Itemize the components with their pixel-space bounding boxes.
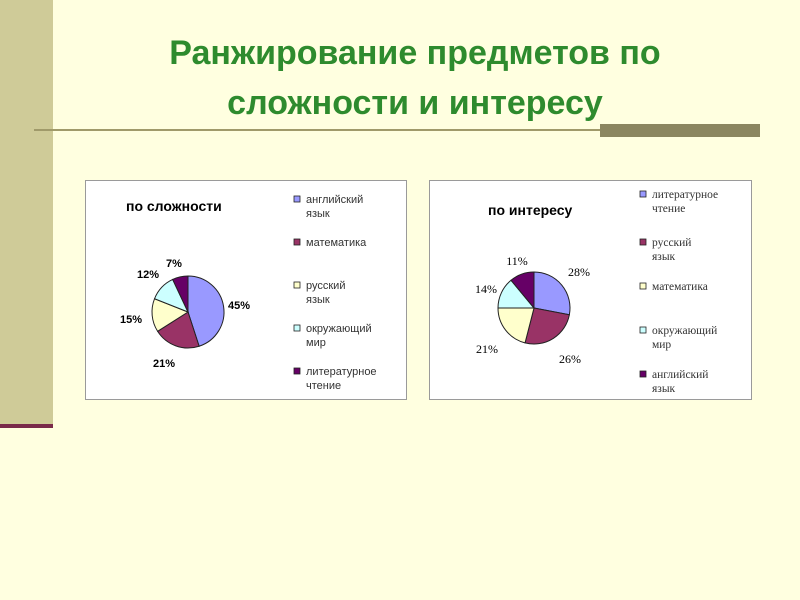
legend-entry-label: русский язык [652, 237, 691, 263]
legend-entry-label: окружающий мир [306, 323, 372, 349]
slide-title-line-1: Ранжирование предметов по [169, 34, 661, 72]
legend-swatch [639, 370, 647, 378]
pie-slice-литературное-чтение [533, 271, 571, 316]
pie-slice-математика [156, 311, 200, 349]
pie-slice-английский-язык [510, 271, 535, 310]
legend-swatch [293, 281, 301, 289]
slice-percent-label: 7% [166, 258, 182, 270]
slide-title: Ранжирование предметов по сложности и ин… [100, 28, 730, 128]
legend-entry-label: математика [306, 237, 367, 249]
side-accent-bar [0, 0, 53, 426]
legend-entry-label: английский язык [306, 194, 363, 220]
legend-swatch [293, 324, 301, 332]
title-underline [34, 129, 600, 131]
slice-percent-label: 12% [137, 269, 159, 281]
pie-slice-английский-язык [187, 275, 225, 347]
slice-percent-label: 21% [476, 342, 498, 356]
legend-entry-label: литературное чтение [306, 366, 377, 392]
slice-percent-label: 28% [568, 265, 590, 279]
legend-entry-label: математика [652, 281, 708, 293]
pie-slice-литературное-чтение [172, 275, 189, 313]
slice-percent-label: 15% [120, 314, 142, 326]
slice-percent-label: 11% [506, 254, 528, 268]
legend-entry-label: английский язык [652, 369, 708, 395]
pie-slice-математика [497, 307, 535, 344]
difficulty-pie-chart: по сложности 45% 21% 15% 12% 7% английский язы… [85, 180, 407, 400]
interest-pie-chart: по интересу 28% 26% 21% 14% 11% литературное ч… [429, 180, 752, 400]
legend-swatch [639, 326, 647, 334]
chart-title: по интересу [488, 202, 573, 218]
difficulty-pie-svg: по сложности 45% 21% 15% 12% 7% английский язы… [120, 194, 377, 392]
title-underline-accent [600, 124, 760, 137]
legend-entry-label: литературное чтение [652, 189, 718, 215]
slice-percent-label: 45% [228, 300, 250, 312]
legend-entry-label: русский язык [306, 280, 345, 306]
legend-entry-label: окружающий мир [652, 325, 717, 351]
pie-slice-русский-язык [524, 307, 570, 345]
legend-swatch [293, 238, 301, 246]
slice-percent-label: 26% [559, 352, 581, 366]
side-accent-rule [0, 424, 53, 428]
slide-title-line-2: сложности и интересу [227, 84, 603, 122]
legend-swatch [639, 282, 647, 290]
interest-pie-svg: по интересу 28% 26% 21% 14% 11% литературное ч… [475, 189, 718, 395]
slice-percent-label: 21% [153, 358, 175, 370]
legend-swatch [639, 190, 647, 198]
legend-swatch [639, 238, 647, 246]
slice-percent-label: 14% [475, 282, 497, 296]
chart-title: по сложности [126, 198, 222, 214]
legend-swatch [293, 195, 301, 203]
legend-swatch [293, 367, 301, 375]
